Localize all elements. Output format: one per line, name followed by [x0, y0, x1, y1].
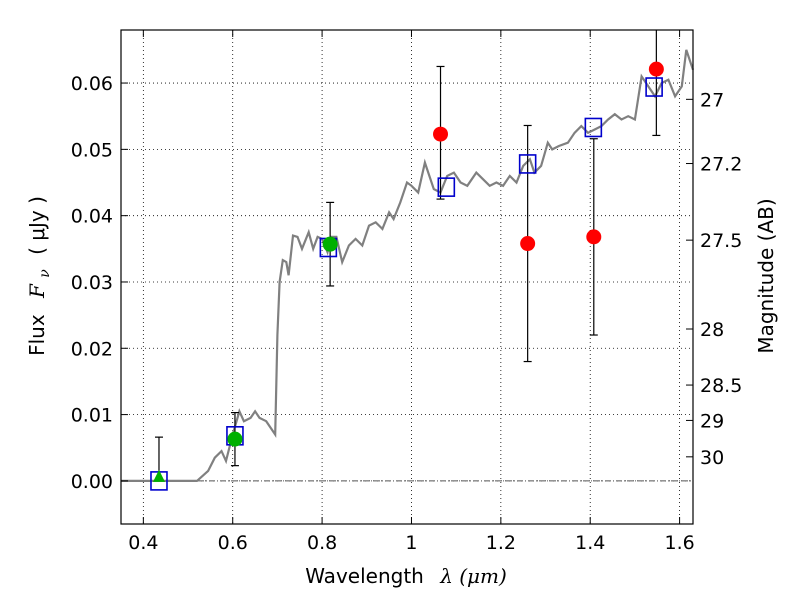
plot-frame	[120, 29, 694, 525]
error-bars	[154, 30, 661, 482]
y-tick-label: 0.06	[71, 73, 113, 95]
x-tick-label: 1.6	[664, 532, 694, 554]
x-axis-ticks: 0.4 0.6 0.8 1 1.2 1.4 1.6	[128, 30, 695, 554]
model-flux-box	[584, 117, 603, 138]
observed-flux-point	[227, 431, 243, 447]
observed-flux-point	[433, 126, 449, 142]
y-axis-label-text: Flux	[25, 314, 49, 356]
x-tick-label: 0.4	[128, 532, 158, 554]
magnitude-tick-label: 27.5	[700, 230, 742, 252]
y-tick-label: 0.04	[71, 206, 113, 228]
x-tick-label: 1	[405, 532, 417, 554]
magnitude-tick-label: 27	[700, 89, 724, 111]
x-axis-label-text: Wavelength	[305, 564, 424, 588]
y-tick-label: 0.03	[71, 272, 113, 294]
magnitude-tick-label: 30	[700, 447, 724, 469]
magnitude-tick-label: 28	[700, 319, 724, 341]
x-tick-label: 0.6	[218, 532, 248, 554]
observed-flux-point	[648, 61, 664, 77]
x-tick-label: 1.4	[575, 532, 605, 554]
magnitude-tick-label: 28.5	[700, 375, 742, 397]
y-axis-ticks: 0.00 0.01 0.02 0.03 0.04 0.05 0.06	[71, 73, 128, 493]
y-axis-label-unit: ( μJy )	[25, 196, 49, 255]
y-tick-label: 0.02	[71, 338, 113, 360]
y-axis-label-math: F	[25, 283, 49, 299]
x-axis-label: Wavelength λ (μm)	[305, 564, 507, 588]
magnitude-tick-label: 27.2	[700, 154, 742, 176]
observed-flux-triangle	[152, 469, 165, 482]
observed-flux-point	[586, 229, 602, 245]
observed-flux-point	[520, 236, 536, 252]
magnitude-axis-label: Magnitude (AB)	[754, 198, 778, 353]
observed-flux-markers	[152, 61, 664, 482]
y-tick-label: 0.05	[71, 139, 113, 161]
y-tick-label: 0.00	[71, 471, 113, 493]
model-flux-box	[437, 177, 456, 197]
model-flux-box	[518, 154, 537, 174]
x-axis-label-math: λ (μm)	[439, 564, 507, 588]
magnitude-tick-label: 29	[700, 410, 724, 432]
grid-lines	[121, 30, 693, 524]
x-tick-label: 1.2	[486, 532, 516, 554]
observed-flux-point	[322, 236, 338, 252]
magnitude-axis-ticks: 27 27.2 27.5 28 28.5 29 30	[686, 89, 742, 469]
y-tick-label: 0.01	[71, 405, 113, 427]
y-axis-label: Flux F ν ( μJy )	[25, 196, 54, 356]
y-axis-label-math-sub: ν	[37, 269, 53, 278]
sed-model-curve	[121, 49, 695, 482]
model-flux-markers	[150, 77, 663, 491]
x-tick-label: 0.8	[307, 532, 337, 554]
model-flux-box	[645, 77, 663, 97]
